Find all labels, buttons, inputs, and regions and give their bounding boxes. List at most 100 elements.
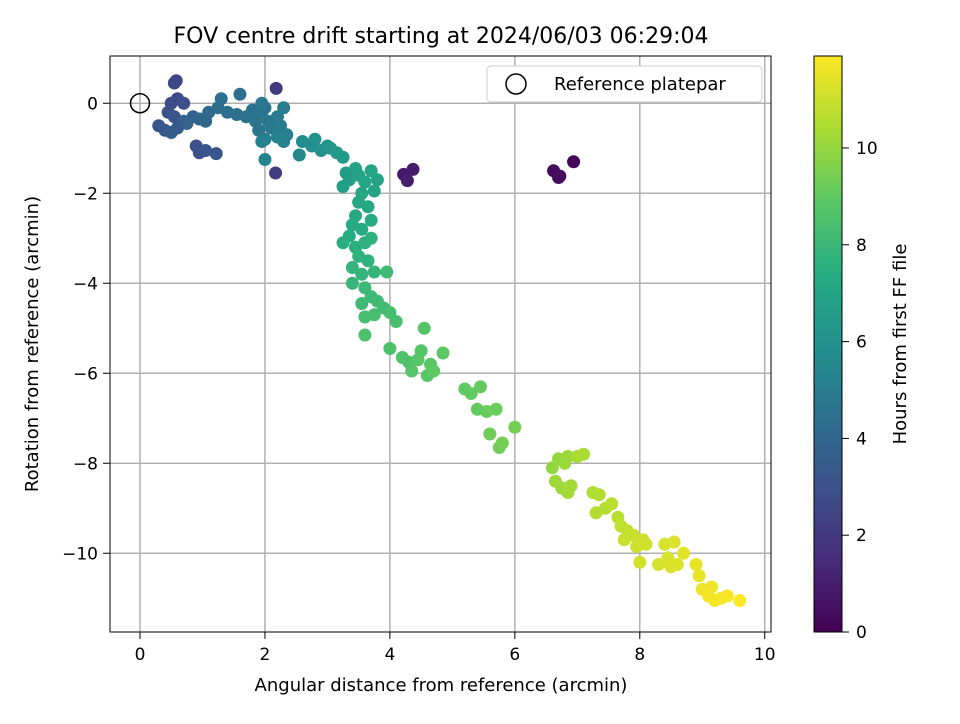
data-point <box>639 537 653 551</box>
data-point <box>308 132 322 146</box>
x-tick-label: 4 <box>384 645 395 665</box>
data-point <box>483 427 497 441</box>
data-point <box>436 346 450 360</box>
colorbar-label: Hours from first FF file <box>890 244 911 445</box>
legend-reference-label: Reference platepar <box>554 74 726 95</box>
data-point <box>489 402 503 416</box>
data-point <box>389 315 403 328</box>
colorbar: 0 2 4 6 8 10 Hours from first FF file <box>813 55 911 643</box>
data-point <box>336 150 350 164</box>
x-tick-label: 10 <box>754 645 776 665</box>
colorbar-tick-label: 2 <box>856 526 867 546</box>
data-point <box>720 589 734 603</box>
data-point <box>180 117 194 130</box>
data-point <box>292 148 306 162</box>
data-point <box>358 310 372 324</box>
data-point <box>214 92 228 106</box>
legend: Reference platepar <box>486 65 763 103</box>
data-point <box>495 436 509 450</box>
data-point <box>567 155 581 169</box>
y-tick-label: −6 <box>73 364 98 384</box>
y-tick-label: −10 <box>62 544 98 564</box>
x-tick-label: 8 <box>634 645 645 665</box>
data-point <box>277 101 291 115</box>
data-point <box>199 144 213 157</box>
data-point <box>677 546 691 560</box>
y-axis-label: Rotation from reference (arcmin) <box>22 196 43 492</box>
data-point <box>605 497 619 511</box>
data-point <box>364 231 378 245</box>
data-point <box>258 153 272 166</box>
data-point <box>405 364 419 378</box>
data-point <box>561 450 575 463</box>
data-point <box>167 76 181 90</box>
data-point <box>564 479 578 493</box>
legend-reference-marker <box>505 73 527 95</box>
x-ticks: 0 2 4 6 8 10 <box>135 632 776 665</box>
colorbar-ticks: 0 2 4 6 8 10 <box>842 139 878 643</box>
data-point <box>209 147 223 161</box>
y-tick-label: −4 <box>73 274 98 294</box>
colorbar-gradient <box>814 56 842 632</box>
x-axis-label: Angular distance from reference (arcmin) <box>255 675 628 696</box>
data-point <box>345 276 359 290</box>
x-tick-label: 6 <box>509 645 520 665</box>
data-point <box>508 420 522 434</box>
data-point <box>255 96 269 110</box>
data-point <box>364 213 378 227</box>
data-point <box>277 135 291 148</box>
data-point <box>358 328 372 342</box>
data-point <box>355 297 369 310</box>
data-point <box>427 364 441 378</box>
data-point <box>411 353 425 367</box>
data-point <box>355 267 369 281</box>
data-point <box>233 87 247 101</box>
data-point <box>652 558 666 571</box>
data-point <box>269 81 283 95</box>
data-point <box>361 200 375 214</box>
data-point <box>367 265 381 279</box>
data-point <box>164 126 178 139</box>
data-point <box>464 387 478 400</box>
data-point <box>633 555 647 569</box>
data-point <box>336 180 350 193</box>
data-point <box>383 342 397 355</box>
data-point <box>255 135 269 148</box>
points-layer <box>129 74 747 607</box>
data-point <box>667 535 681 549</box>
colorbar-tick-label: 6 <box>856 333 867 353</box>
data-point <box>367 184 381 198</box>
y-ticks: 0 −2 −4 −6 −8 −10 <box>62 94 110 564</box>
data-point <box>177 96 191 110</box>
colorbar-frame <box>813 55 843 633</box>
x-tick-label: 0 <box>135 645 146 665</box>
x-tick-label: 2 <box>260 645 271 665</box>
data-point <box>670 558 684 571</box>
colorbar-tick-label: 10 <box>856 139 878 159</box>
colorbar-tick-label: 0 <box>856 623 867 643</box>
data-point <box>380 265 394 279</box>
colorbar-tick-label: 8 <box>856 236 867 256</box>
data-point <box>269 166 283 180</box>
data-point <box>336 236 350 250</box>
data-point <box>361 254 375 268</box>
data-point <box>473 380 487 394</box>
y-tick-label: −2 <box>73 184 98 204</box>
reference-platepar-marker <box>129 93 151 114</box>
data-point <box>577 447 591 461</box>
data-point <box>553 169 567 183</box>
data-point <box>592 488 606 502</box>
chart-title: FOV centre drift starting at 2024/06/03 … <box>174 24 709 49</box>
data-point <box>689 558 703 571</box>
y-tick-label: 0 <box>87 94 98 114</box>
data-point <box>406 162 420 176</box>
colorbar-tick-label: 4 <box>856 429 867 449</box>
data-point <box>355 222 369 236</box>
data-point <box>733 594 747 607</box>
data-point <box>400 174 414 188</box>
plot-frame <box>109 55 772 633</box>
legend-box <box>486 65 763 103</box>
data-point <box>692 569 706 583</box>
